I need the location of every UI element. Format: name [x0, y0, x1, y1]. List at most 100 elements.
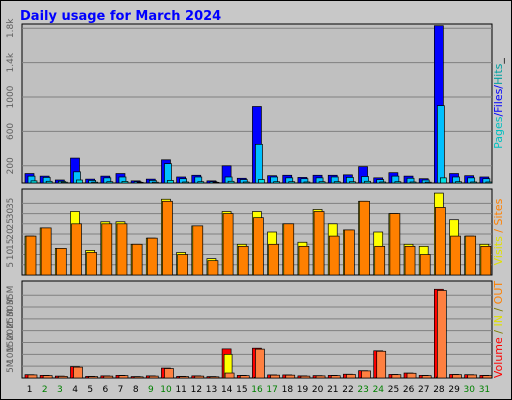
bar-pages	[379, 181, 387, 184]
axis-label-part: Hits	[492, 63, 505, 85]
day-label: 27	[418, 385, 429, 395]
bar-sites	[268, 243, 279, 276]
bar-out	[285, 374, 296, 379]
day-label: 7	[118, 385, 124, 395]
axis-label-visits: Visits / Sites	[492, 198, 505, 265]
bar-sites	[450, 235, 461, 276]
bar-sites	[328, 235, 340, 276]
day-label: 16	[251, 385, 263, 395]
bar-pages	[440, 177, 447, 184]
bar-pages	[227, 180, 235, 184]
bar-pages	[76, 179, 83, 184]
y-tick-label: 10	[6, 249, 16, 261]
axis-label-part: _	[492, 58, 505, 65]
y-tick-label: 15M	[6, 333, 16, 352]
bar-sites	[480, 245, 492, 276]
axis-label-volume: Volume / IN / OUT	[492, 281, 505, 379]
day-label: 30	[464, 385, 476, 395]
axis-label-part: /	[492, 85, 505, 89]
bar-out	[376, 350, 387, 379]
bar-pages	[333, 181, 341, 184]
bar-out	[194, 375, 205, 379]
bar-out	[133, 376, 144, 379]
day-label: 8	[133, 385, 139, 395]
bar-pages	[424, 181, 432, 184]
bar-sites	[237, 245, 249, 276]
day-label: 9	[148, 385, 154, 395]
y-tick-label: 10M	[6, 345, 16, 364]
y-tick-label: 1.8k	[6, 18, 16, 38]
axis-label-part: /	[492, 327, 505, 338]
bar-pages	[455, 181, 462, 184]
bar-sites	[359, 200, 370, 276]
axis-label-part: Pages	[492, 116, 505, 149]
bar-out	[209, 376, 220, 379]
y-tick-label: 5	[6, 262, 16, 268]
y-tick-label: 25	[6, 218, 16, 229]
bar-sites	[40, 227, 52, 276]
bar-sites	[313, 211, 325, 276]
y-tick-label: 1.4k	[6, 52, 16, 72]
y-tick-label: 30M	[6, 297, 16, 316]
bar-pages	[212, 181, 220, 184]
day-label: 24	[373, 385, 385, 395]
bar-out	[452, 374, 462, 379]
y-tick-label: 20	[6, 228, 16, 240]
bar-out	[467, 374, 478, 379]
axis-label-part: /	[492, 304, 505, 315]
day-label: 22	[342, 385, 353, 395]
day-label: 11	[175, 385, 186, 395]
day-label: 21	[327, 385, 338, 395]
bar-pages	[45, 180, 53, 184]
y-tick-label: 25M	[6, 309, 16, 328]
bar-sites	[283, 223, 295, 276]
chart-title: Daily usage for March 2024	[20, 9, 221, 24]
bar-sites	[55, 248, 67, 276]
bar-sites	[419, 254, 431, 276]
bar-sites	[389, 213, 401, 276]
bar-sites	[222, 213, 234, 276]
bar-pages	[136, 181, 144, 184]
day-label: 17	[266, 385, 277, 395]
bar-sites	[374, 245, 386, 276]
bar-out	[179, 376, 189, 379]
bar-sites	[25, 235, 37, 276]
bar-out	[42, 375, 53, 379]
y-tick-label: 20M	[6, 321, 16, 340]
bar-sites	[146, 237, 158, 276]
day-label: 1	[27, 385, 33, 395]
day-label: 14	[221, 385, 233, 395]
bar-sites	[298, 245, 310, 276]
bar-pages	[349, 181, 356, 184]
y-tick-label: 600	[6, 123, 16, 140]
bar-pages	[485, 181, 493, 184]
bar-out	[164, 368, 174, 379]
bar-sites	[71, 223, 82, 276]
day-label: 6	[103, 385, 109, 395]
bar-out	[482, 375, 493, 379]
bar-pages	[242, 181, 250, 184]
bar-out	[255, 348, 265, 379]
bar-sites	[344, 229, 355, 276]
bar-pages	[273, 181, 280, 184]
bar-sites	[177, 254, 188, 276]
axis-label-part: Visits	[492, 236, 505, 265]
bar-sites	[465, 235, 477, 276]
bar-sites	[192, 225, 204, 276]
bar-pages	[121, 181, 129, 184]
axis-label-part: Volume	[492, 337, 505, 378]
bar-sites	[86, 252, 97, 276]
y-tick-label: 35M	[6, 286, 16, 305]
bar-out	[361, 370, 371, 379]
day-label: 3	[57, 385, 63, 395]
bar-files	[437, 105, 445, 184]
y-tick-label: 200	[6, 157, 16, 174]
day-label: 29	[448, 385, 460, 395]
bar-out	[315, 375, 326, 379]
day-label: 31	[479, 385, 490, 395]
bar-pages	[182, 181, 189, 184]
day-label: 26	[403, 385, 415, 395]
bar-pages	[394, 181, 402, 184]
bar-out	[270, 374, 280, 379]
